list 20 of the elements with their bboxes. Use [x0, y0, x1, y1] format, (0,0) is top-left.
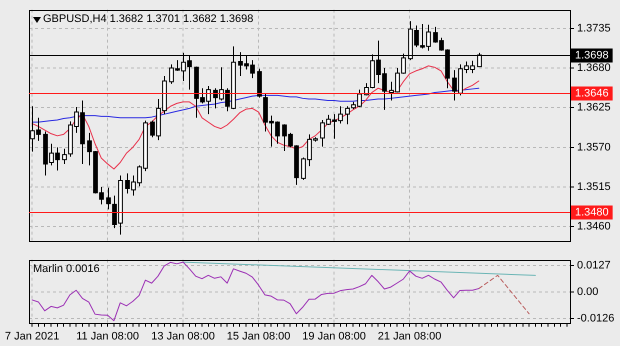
- x-tick-label: 11 Jan 08:00: [76, 330, 140, 342]
- ref-line-label: 1.3646: [575, 88, 609, 100]
- x-tick-label: 19 Jan 08:00: [302, 330, 366, 342]
- chart-title: Marlin 0.0016: [33, 263, 100, 276]
- y-tick-label: 0.00: [577, 286, 598, 298]
- ref-line-label: 1.3698: [575, 50, 609, 62]
- y-tick-label: 1.3570: [577, 141, 611, 154]
- y-tick-label: 1.3460: [577, 220, 611, 233]
- y-tick-label: 1.3515: [577, 181, 611, 194]
- x-tick-label: 15 Jan 08:00: [226, 330, 290, 342]
- x-tick-label: 13 Jan 08:00: [151, 330, 215, 342]
- y-tick-label: 1.3680: [577, 62, 611, 74]
- y-tick-label: 1.3735: [577, 22, 611, 34]
- x-tick-label: 21 Jan 08:00: [378, 330, 442, 342]
- ref-line-label: 1.3480: [575, 206, 609, 219]
- x-tick-label: 7 Jan 2021: [4, 330, 60, 342]
- y-tick-label: 0.0127: [577, 259, 611, 272]
- y-tick-label: -0.0126: [577, 312, 614, 324]
- chart-title: GBPUSD,H4 1.3682 1.3701 1.3682 1.3698: [43, 13, 254, 26]
- y-tick-label: 1.3625: [577, 102, 611, 114]
